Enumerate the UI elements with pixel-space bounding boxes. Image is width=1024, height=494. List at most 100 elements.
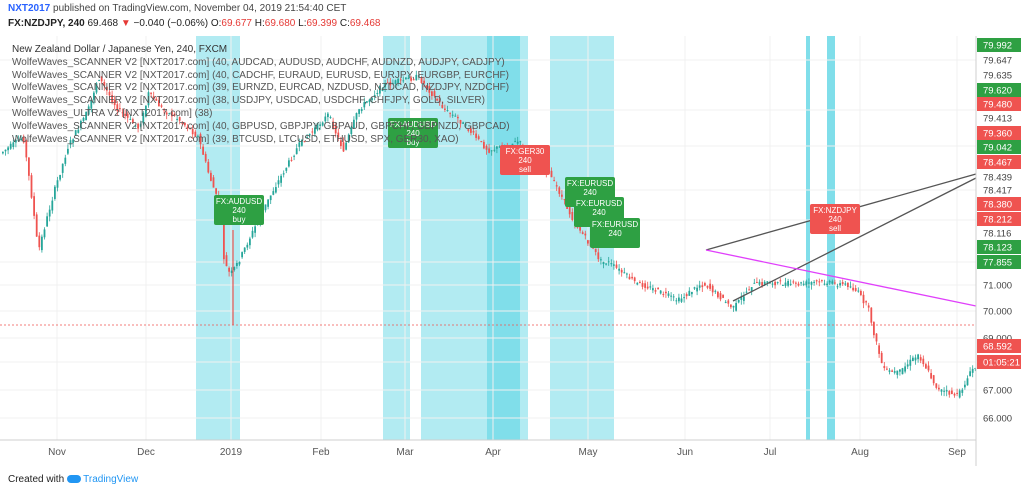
candle [59, 174, 61, 180]
candle [477, 136, 480, 140]
candle [379, 85, 381, 94]
candle [724, 301, 727, 303]
candle [662, 294, 665, 296]
candle [600, 259, 602, 261]
candle [249, 238, 251, 246]
candle [392, 82, 394, 84]
candle [111, 95, 113, 103]
candle [46, 216, 48, 227]
candle [329, 117, 332, 119]
candle [277, 180, 280, 185]
signal-text: 240 [518, 156, 532, 165]
x-tick-label: Apr [485, 447, 501, 458]
candle [636, 282, 639, 285]
candle [238, 261, 241, 265]
legend-line[interactable]: WolfeWaves_SCANNER V2 [NXT2017.com] (39,… [12, 133, 459, 145]
candle [906, 364, 909, 367]
candle [943, 390, 945, 392]
candle [366, 101, 368, 103]
svg-text:68.592: 68.592 [983, 342, 1012, 353]
candle [922, 358, 925, 365]
candle [930, 373, 932, 379]
candle [743, 296, 745, 301]
candle [82, 117, 85, 121]
candle [178, 117, 181, 121]
candle [618, 268, 620, 271]
legend-line[interactable]: WolfeWaves_SCANNER V2 [NXT2017.com] (40,… [12, 120, 510, 132]
candle [802, 283, 805, 285]
candle [550, 170, 553, 178]
last-price: 69.468 [87, 18, 119, 29]
author-link[interactable]: NXT2017 [8, 3, 51, 14]
candle [129, 118, 132, 120]
candle [779, 280, 782, 282]
candle [514, 141, 516, 143]
ohlc-line: FX:NZDJPY, 240 69.468 ▼ −0.040 (−0.06%) … [8, 18, 380, 29]
x-tick-label: Jun [677, 447, 693, 458]
candle [376, 93, 379, 95]
candle [919, 357, 922, 361]
candle [641, 283, 644, 287]
candle [904, 366, 906, 372]
price-label: 78.123 [977, 240, 1021, 254]
highlight-zone [421, 36, 487, 440]
low-label: L: [298, 18, 307, 29]
candle [839, 283, 841, 286]
svg-text:66.000: 66.000 [983, 414, 1012, 425]
candle [7, 147, 9, 151]
candle [899, 369, 901, 372]
x-tick-label: Dec [137, 447, 155, 458]
symbol-label: FX:NZDJPY, 240 [8, 18, 85, 29]
legend-line[interactable]: New Zealand Dollar / Japanese Yen, 240, … [12, 44, 228, 55]
legend-line[interactable]: WolfeWaves_SCANNER V2 [NXT2017.com] (40,… [12, 56, 505, 68]
candle [620, 269, 623, 273]
high-value: 69.680 [264, 18, 296, 29]
signal-text: buy [233, 215, 246, 224]
candle [813, 281, 815, 283]
down-arrow-icon: ▼ [120, 18, 131, 29]
candle [355, 113, 358, 120]
open-value: 69.677 [221, 18, 252, 29]
candle [758, 281, 761, 285]
signal-labels: FX:AUDUSD240buyFX:AUDUSD240buyFX:GER3024… [214, 118, 860, 248]
candle [428, 85, 431, 93]
svg-text:78.467: 78.467 [983, 158, 1012, 169]
price-label: 79.992 [977, 38, 1021, 52]
candle [163, 109, 165, 111]
price-chart[interactable]: FX:AUDUSD240buyFX:AUDUSD240buyFX:GER3024… [0, 36, 1024, 466]
tradingview-link[interactable]: TradingView [83, 474, 139, 485]
candle [698, 285, 701, 288]
svg-text:79.647: 79.647 [983, 56, 1012, 67]
legend-line[interactable]: WolfeWaves_SCANNER V2 [NXT2017.com] (39,… [12, 82, 510, 94]
candle [732, 305, 735, 308]
candle [685, 294, 688, 297]
candle [852, 287, 854, 291]
candle [467, 129, 470, 131]
wolfe-wave-lines [705, 173, 977, 307]
candle [511, 143, 514, 146]
candle [137, 123, 139, 129]
legend-line[interactable]: WolfeWaves_SCANNER V2 [NXT2017.com] (40,… [12, 69, 509, 81]
signal-text: FX:NZDJPY [813, 206, 857, 215]
candle [709, 283, 711, 289]
price-label: 68.592 [977, 339, 1021, 353]
footer: Created with TradingView [8, 474, 138, 485]
candle [22, 136, 25, 143]
candle [730, 304, 732, 308]
candle [314, 127, 316, 134]
signal-text: FX:AUDUSD [390, 120, 436, 129]
candle [704, 283, 706, 286]
candle [683, 297, 685, 299]
legend-line[interactable]: WolfeWaves_SCANNER V2 [NXT2017.com] (38,… [12, 95, 485, 107]
candle [860, 290, 862, 295]
svg-text:67.000: 67.000 [983, 386, 1012, 397]
svg-text:78.123: 78.123 [983, 243, 1012, 254]
candle [800, 282, 802, 284]
legend-line[interactable]: WolfeWaves_ULTRA V2 [NXT2017.com] (38) [12, 107, 213, 119]
candle [964, 384, 966, 388]
candle [873, 322, 875, 336]
signal-text: 240 [583, 188, 597, 197]
candle [405, 77, 407, 80]
candle [202, 146, 204, 155]
candle [472, 131, 475, 133]
